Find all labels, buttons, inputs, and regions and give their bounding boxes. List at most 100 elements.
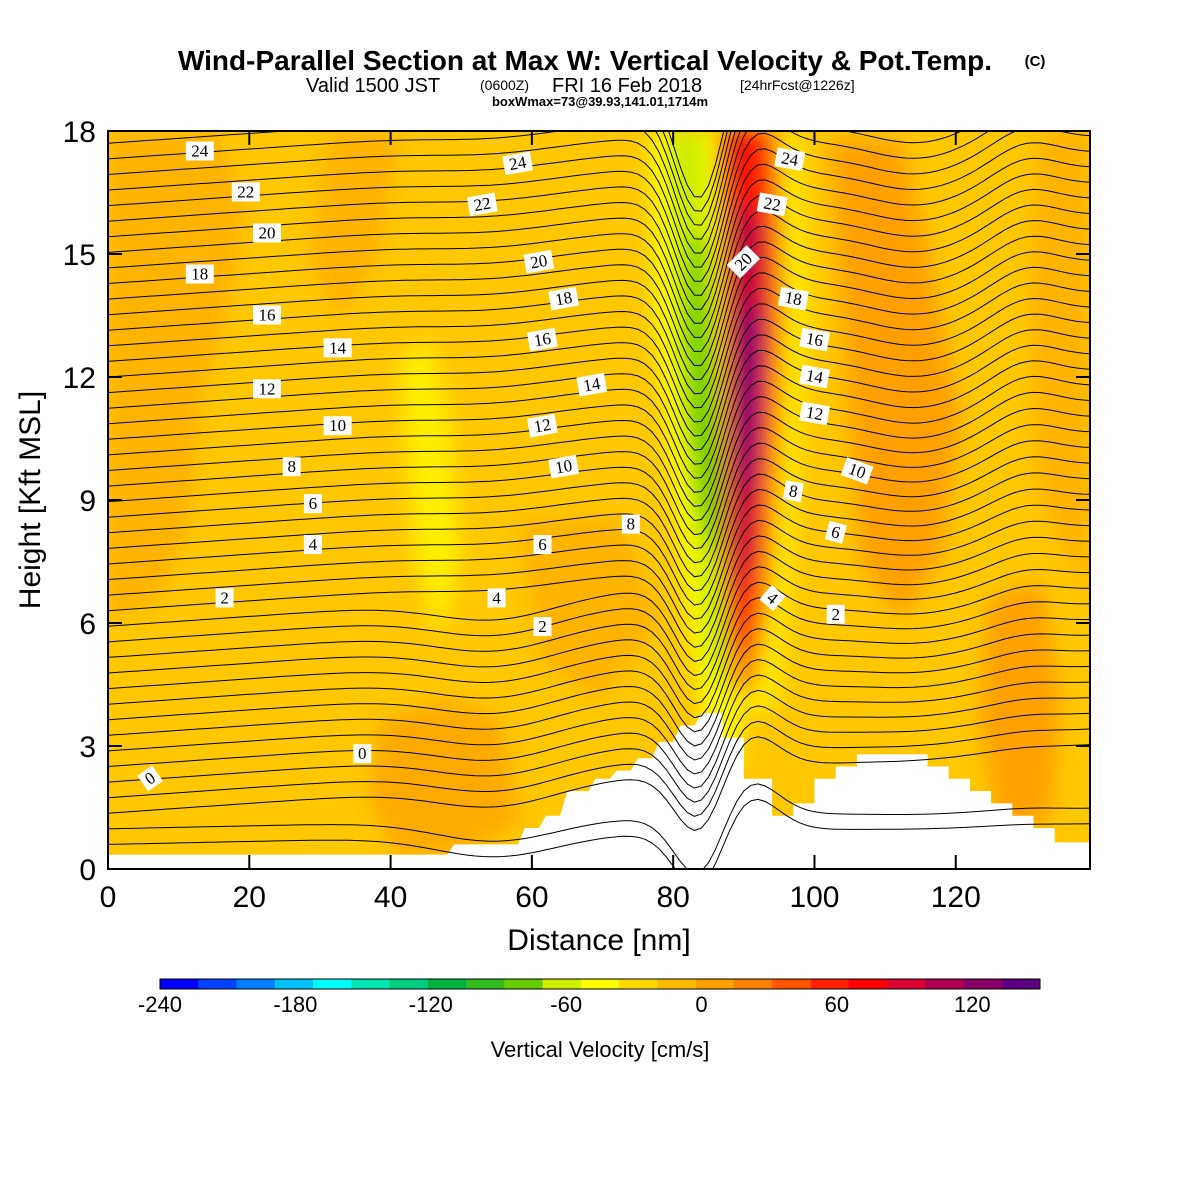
orange-region-right-upper (830, 140, 960, 620)
theta-contour-line (108, 736, 1090, 831)
label-box (548, 454, 580, 479)
theta-contour-line (108, 424, 1090, 550)
label-text: 12 (805, 403, 825, 425)
theta-contour-line (108, 597, 1090, 705)
label-text: 8 (788, 481, 800, 501)
label-box (185, 264, 214, 284)
theta-contour-label: 10 (323, 416, 352, 436)
orange-region-left (108, 131, 245, 620)
subtitle-utc: (0600Z) (480, 77, 529, 93)
label-box (487, 588, 506, 608)
x-tick-label: 0 (100, 881, 117, 914)
colorbar-swatch (848, 979, 888, 989)
theta-contour-label: 24 (502, 151, 534, 176)
colorbar-swatch (733, 979, 773, 989)
label-box (726, 245, 761, 279)
colorbar-frame (159, 978, 1041, 990)
theta-contour-label: 22 (756, 192, 788, 217)
label-box (777, 286, 809, 311)
chart-title: Wind-Parallel Section at Max W: Vertical… (178, 45, 992, 76)
colorbar-tick-label: -60 (550, 992, 582, 1017)
orange-region-low-mid (370, 700, 520, 860)
colorbar-swatch (160, 979, 199, 989)
label-box (253, 305, 281, 325)
theta-contour-line (108, 142, 1090, 296)
label-text: 0 (358, 744, 367, 763)
y-tick-label: 6 (79, 608, 96, 641)
label-text: 20 (529, 251, 549, 273)
label-text: 14 (805, 366, 826, 388)
theta-contour-line (108, 188, 1090, 338)
theta-contour-label: 4 (487, 588, 506, 608)
label-box (137, 765, 163, 792)
label-box (185, 141, 214, 161)
green-downdraft (684, 230, 720, 560)
y-tick-label: 9 (79, 485, 96, 518)
theta-contour-line (108, 391, 1090, 522)
theta-contour-label: 10 (548, 454, 580, 479)
y-tick-label: 15 (63, 239, 96, 272)
label-box (826, 604, 845, 624)
label-text: 16 (805, 329, 825, 351)
colorbar-swatch (351, 979, 391, 989)
theta-contour-label: 10 (840, 457, 874, 485)
colorbar-swatch (580, 979, 620, 989)
theta-contour-label: 24 (774, 147, 806, 171)
label-box (282, 457, 301, 477)
theta-contour-label: 16 (799, 327, 831, 352)
colorbar-tick-label: -120 (409, 992, 453, 1017)
label-text: 2 (220, 588, 229, 607)
terrain (108, 713, 1090, 869)
label-box (533, 617, 552, 637)
label-text: 6 (309, 494, 318, 513)
theta-contour-line (108, 488, 1090, 606)
colorbar-swatch (886, 979, 926, 989)
subtitle-date: FRI 16 Feb 2018 (552, 75, 702, 97)
theta-contour-line (108, 472, 1090, 592)
label-box (799, 401, 831, 426)
theta-contour-label: 20 (523, 249, 555, 274)
theta-contour-label: 24 (185, 141, 214, 161)
colorbar-tick-label: -240 (138, 992, 182, 1017)
theta-contour-label: 14 (323, 338, 352, 358)
velocity-field (108, 131, 1090, 869)
label-box (799, 364, 831, 389)
theta-contour-line (108, 612, 1090, 719)
theta-contour-label: 14 (576, 372, 608, 397)
theta-contour-line (108, 689, 1090, 789)
label-box (759, 584, 786, 612)
label-box (774, 147, 806, 171)
label-box (215, 588, 234, 608)
y-tick-label: 18 (63, 116, 96, 149)
theta-contour-label: 12 (799, 401, 831, 426)
colorbar-swatch (466, 979, 505, 989)
theta-contour-line (108, 456, 1090, 578)
label-text: 24 (780, 148, 801, 170)
purple-updraft-core (740, 300, 758, 500)
label-text: 4 (309, 535, 318, 554)
colorbar-swatch (810, 979, 850, 989)
theta-contour-label: 8 (782, 480, 804, 503)
colorbar-swatch (925, 979, 964, 989)
label-box (523, 249, 555, 274)
label-box (526, 327, 558, 352)
orange-region-right-lower (980, 580, 1060, 830)
colorbar-tick-label: 0 (695, 992, 707, 1017)
theta-contour-label: 18 (548, 286, 580, 311)
colorbar-swatch (963, 979, 1003, 989)
label-text: 16 (532, 329, 552, 351)
x-tick-label: 20 (233, 881, 266, 914)
theta-contour-label: 4 (759, 584, 786, 612)
theta-contour-label: 12 (526, 413, 558, 438)
colorbar-tick-label: -180 (273, 992, 317, 1017)
theta-contour-label: 2 (215, 588, 234, 608)
theta-contour-line (108, 783, 1090, 869)
theta-contour-line (108, 550, 1090, 662)
colorbar-swatch (504, 979, 544, 989)
subtitle-fcst: [24hrFcst@1226z] (740, 77, 855, 93)
label-text: 8 (287, 457, 296, 476)
label-text: 18 (783, 288, 803, 310)
theta-contour-label: 6 (303, 494, 322, 514)
theta-contour-line (108, 720, 1090, 817)
